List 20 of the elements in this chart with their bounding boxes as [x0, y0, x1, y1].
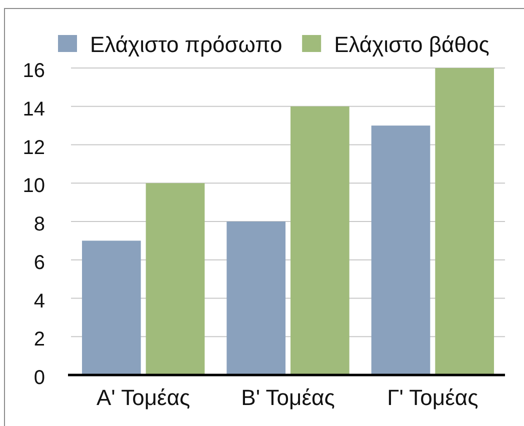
- x-tick-label: Γ' Τομέας: [387, 385, 478, 410]
- y-tick-label: 8: [34, 214, 45, 236]
- legend-label: Ελάχιστο πρόσωπο: [90, 32, 282, 57]
- bar: [82, 240, 141, 375]
- y-tick-label: 10: [22, 175, 45, 198]
- y-tick-label: 6: [34, 252, 45, 274]
- bar: [146, 183, 205, 375]
- x-tick-label: Α' Τομέας: [96, 385, 190, 410]
- y-tick-label: 4: [34, 290, 45, 312]
- bar: [290, 106, 350, 375]
- legend-label: Ελάχιστο βάθος: [334, 32, 490, 57]
- bar: [226, 222, 286, 375]
- y-tick-label: 2: [34, 328, 45, 351]
- y-tick-label: 0: [34, 367, 45, 389]
- y-tick-label: 14: [22, 98, 45, 120]
- y-tick-label: 16: [22, 60, 45, 82]
- bar: [371, 126, 430, 375]
- y-tick-label: 12: [22, 136, 45, 159]
- bar: [435, 68, 494, 375]
- x-tick-label: Β' Τομέας: [241, 385, 335, 410]
